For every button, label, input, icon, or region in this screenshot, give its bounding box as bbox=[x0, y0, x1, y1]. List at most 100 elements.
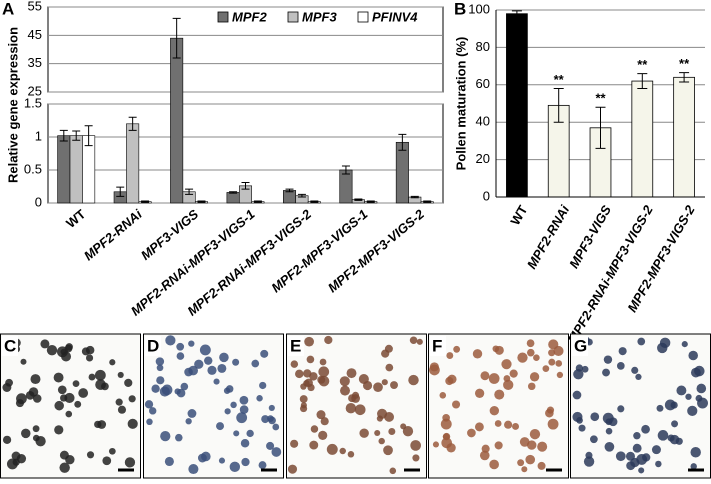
pollen-grain bbox=[219, 352, 229, 363]
pollen-grain bbox=[528, 382, 536, 391]
pollen-grain bbox=[526, 339, 535, 348]
pollen-grain bbox=[218, 457, 226, 464]
pollen-grain bbox=[548, 339, 559, 350]
pollen-grain bbox=[239, 395, 249, 405]
pollen-grain bbox=[358, 373, 369, 385]
pollen-grain bbox=[229, 461, 241, 473]
pollen-grain bbox=[504, 420, 513, 429]
pollen-grain bbox=[290, 360, 299, 368]
pollen-grain bbox=[213, 378, 220, 385]
error-bar bbox=[679, 72, 690, 83]
pollen-grain bbox=[115, 398, 123, 406]
pollen-grain bbox=[65, 410, 73, 418]
pollen-grain bbox=[310, 425, 319, 433]
pollen-grain bbox=[54, 400, 64, 411]
pollen-grain bbox=[494, 441, 503, 450]
pollen-grain bbox=[306, 355, 315, 364]
pollen-grain bbox=[117, 371, 124, 378]
pollen-grain bbox=[30, 374, 41, 385]
panel-label: E bbox=[290, 336, 301, 355]
pollen-grain bbox=[144, 400, 154, 409]
pollen-grain bbox=[225, 385, 234, 393]
pollen-grain bbox=[617, 405, 625, 413]
pollen-grain bbox=[667, 434, 675, 442]
pollen-grain bbox=[124, 457, 136, 468]
error-bar bbox=[511, 10, 522, 18]
error-bar bbox=[128, 116, 137, 131]
y-tick-label: 25 bbox=[28, 83, 42, 98]
pollen-grain bbox=[441, 437, 452, 449]
pollen-grain bbox=[545, 408, 554, 418]
pollen-grain bbox=[272, 423, 280, 431]
pollen-grain bbox=[261, 415, 270, 424]
significance-label: ** bbox=[679, 56, 690, 71]
pollen-grain bbox=[676, 385, 687, 396]
pollen-grain bbox=[187, 409, 197, 418]
pollen-grain bbox=[501, 359, 512, 370]
pollen-grain bbox=[156, 376, 165, 385]
pollen-grain bbox=[618, 347, 627, 356]
pollen-grain bbox=[259, 381, 267, 390]
pollen-grain bbox=[525, 454, 536, 465]
pollen-grain bbox=[60, 394, 68, 402]
pollen-grain bbox=[521, 466, 528, 473]
pollen-grain bbox=[232, 358, 240, 366]
pollen-grain bbox=[88, 373, 96, 381]
pollen-grain bbox=[685, 393, 692, 400]
pollen-grain bbox=[400, 423, 407, 430]
pollen-grain bbox=[542, 365, 550, 372]
pollen-grain bbox=[61, 351, 72, 362]
pollen-grain bbox=[529, 372, 540, 382]
pollen-grain bbox=[439, 392, 447, 399]
pollen-grain bbox=[408, 374, 419, 386]
error-bar bbox=[410, 195, 419, 199]
pollen-grain bbox=[175, 433, 183, 442]
pollen-grain bbox=[440, 418, 452, 430]
pollen-grain bbox=[197, 453, 207, 463]
pollen-grain bbox=[318, 366, 330, 378]
pollen-grain bbox=[696, 383, 707, 394]
pollen-grain bbox=[224, 408, 231, 415]
pollen-grain bbox=[128, 395, 136, 403]
pollen-grain bbox=[94, 369, 106, 381]
pollen-grain bbox=[309, 440, 319, 450]
error-bar bbox=[116, 186, 125, 197]
pollen-grain bbox=[304, 336, 314, 347]
pollen-grain bbox=[318, 375, 330, 387]
pollen-grain bbox=[402, 426, 414, 437]
pollen-grain bbox=[94, 420, 102, 429]
error-bar bbox=[229, 191, 238, 194]
pollen-grain bbox=[494, 420, 502, 427]
bar bbox=[506, 13, 528, 198]
legend-swatch bbox=[357, 11, 369, 23]
pollen-grain bbox=[266, 441, 275, 450]
pollen-grain bbox=[233, 430, 240, 437]
pollen-grain bbox=[467, 428, 476, 438]
panel-label: C bbox=[4, 336, 16, 355]
pollen-grain bbox=[78, 388, 89, 398]
pollen-grain bbox=[378, 437, 385, 445]
pollen-grain bbox=[124, 378, 133, 387]
y-tick-label: 1.5 bbox=[24, 95, 42, 110]
pollen-grain bbox=[81, 347, 90, 356]
label-box bbox=[288, 336, 304, 356]
pollen-grain bbox=[204, 356, 213, 365]
pollen-grain bbox=[102, 456, 112, 466]
pollen-grain bbox=[54, 425, 64, 435]
error-bar bbox=[185, 188, 194, 195]
bar bbox=[226, 192, 240, 204]
pollen-grain bbox=[381, 379, 388, 386]
pollen-grain bbox=[194, 359, 204, 369]
pollen-grain bbox=[603, 355, 613, 364]
pollen-grain bbox=[236, 412, 248, 424]
panel-label: B bbox=[454, 0, 466, 18]
significance-label: ** bbox=[554, 72, 565, 87]
pollen-grain bbox=[572, 411, 583, 422]
error-bar bbox=[297, 193, 306, 198]
pollen-grain bbox=[95, 379, 106, 390]
pollen-grain bbox=[156, 364, 164, 372]
error-bar bbox=[59, 129, 68, 142]
pollen-grain bbox=[656, 404, 664, 412]
pollen-grain bbox=[35, 436, 46, 447]
pollen-grain bbox=[318, 430, 328, 440]
